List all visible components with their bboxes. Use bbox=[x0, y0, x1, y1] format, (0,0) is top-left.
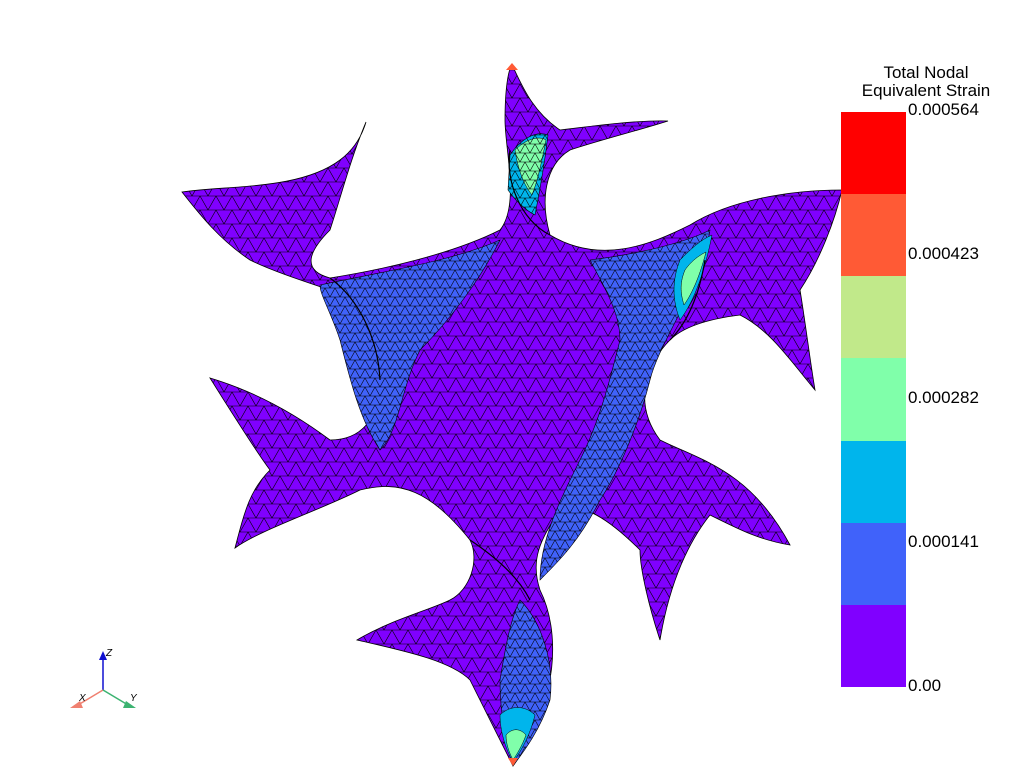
scalar-bar-band bbox=[841, 112, 906, 195]
scalar-bar-label-4: 0.000141 bbox=[908, 532, 979, 551]
x-axis-line bbox=[77, 689, 104, 706]
scalar-bar-title-line2: Equivalent Strain bbox=[861, 81, 991, 100]
scalar-bar-label-max: 0.000564 bbox=[908, 100, 979, 119]
scalar-bar-label-2: 0.000423 bbox=[908, 244, 979, 263]
y-axis-label: Y bbox=[130, 693, 138, 704]
scalar-bar-band bbox=[841, 194, 906, 277]
scalar-bar-label-3: 0.000282 bbox=[908, 388, 979, 407]
x-axis-arrow bbox=[70, 701, 83, 708]
scalar-bar-band bbox=[841, 604, 906, 688]
scalar-bar-band bbox=[841, 358, 906, 442]
scalar-bar-band bbox=[841, 440, 906, 524]
z-axis-arrow bbox=[99, 651, 107, 660]
x-axis-label: X bbox=[78, 693, 86, 704]
scalar-bar[interactable] bbox=[841, 112, 906, 688]
gyroid-mesh[interactable] bbox=[181, 63, 843, 767]
scalar-bar-title: Total Nodal Equivalent Strain bbox=[836, 64, 1016, 100]
scalar-bar-label-min: 0.00 bbox=[908, 676, 942, 695]
scalar-bar-band bbox=[841, 522, 906, 606]
z-axis-label: Z bbox=[105, 648, 113, 659]
scalar-bar-title-line1: Total Nodal bbox=[883, 63, 969, 82]
scalar-bar-band bbox=[841, 276, 906, 359]
y-axis-line bbox=[102, 689, 129, 706]
y-axis-arrow bbox=[123, 701, 136, 708]
orientation-axes: Z X Y bbox=[70, 648, 138, 708]
